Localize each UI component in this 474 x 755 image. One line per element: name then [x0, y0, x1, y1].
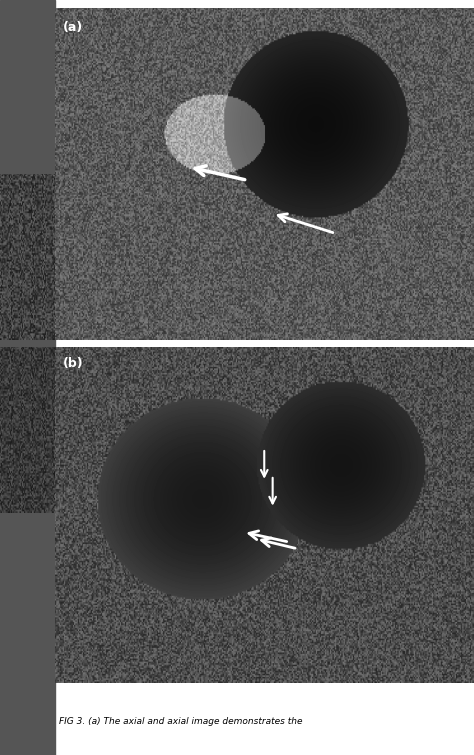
Bar [0, 0, 55, 755]
Text: (a): (a) [63, 21, 83, 34]
Text: FIG 3. (a) The axial and axial image demonstrates the: FIG 3. (a) The axial and axial image dem… [59, 717, 303, 726]
Text: (b): (b) [63, 357, 83, 371]
